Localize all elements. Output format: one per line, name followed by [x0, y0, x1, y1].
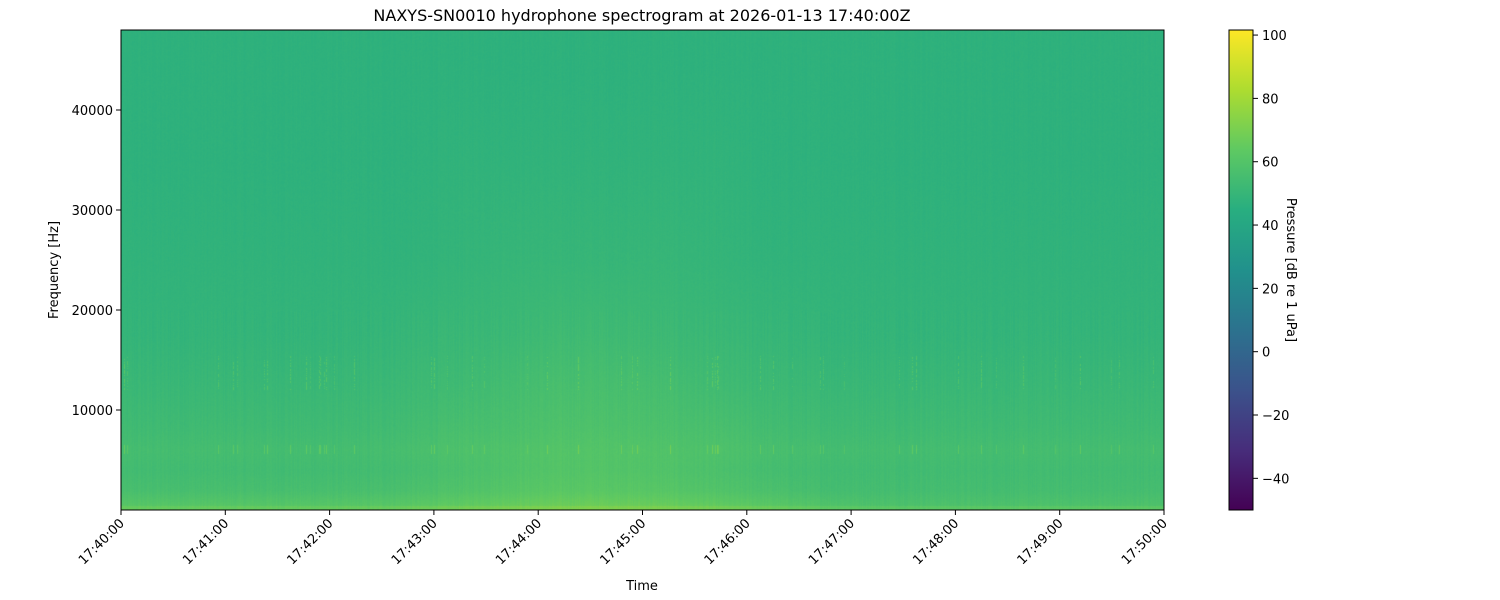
x-tick-label: 17:41:00: [180, 516, 232, 568]
x-tick-label: 17:48:00: [910, 516, 962, 568]
x-axis: 17:40:00 17:41:00 17:42:00 17:43:00 17:44:00…: [76, 510, 1171, 568]
colorbar: [1228, 29, 1254, 511]
x-tick-label: 17:50:00: [1119, 516, 1171, 568]
x-tick-label: 17:49:00: [1015, 516, 1067, 568]
x-axis-label: Time: [625, 579, 658, 594]
colorbar-tick-label: 60: [1262, 156, 1279, 171]
colorbar-tick-label: 100: [1262, 29, 1287, 44]
colorbar-tick-label: −20: [1262, 409, 1289, 424]
x-tick-label: 17:40:00: [76, 516, 128, 568]
x-tick-label: 17:42:00: [285, 516, 337, 568]
y-tick-label: 10000: [72, 404, 113, 419]
x-tick-label: 17:45:00: [597, 516, 649, 568]
colorbar-tick-label: 80: [1262, 92, 1279, 107]
plot-frame: [120, 29, 1165, 511]
y-tick-label: 20000: [72, 304, 113, 319]
colorbar-label: Pressure [dB re 1 uPa]: [1283, 198, 1298, 342]
colorbar-tick-label: 20: [1262, 282, 1279, 297]
spectrogram-heatmap: [121, 30, 1164, 510]
colorbar-tick-label: 40: [1262, 219, 1279, 234]
x-tick-label: 17:44:00: [493, 516, 545, 568]
colorbar-tick-label: −40: [1262, 472, 1289, 487]
colorbar-tick-label: 0: [1262, 346, 1270, 361]
colorbar-axis: −40 −20 0 20 40 60 80 100: [1253, 29, 1289, 487]
y-tick-label: 30000: [72, 204, 113, 219]
y-tick-label: 40000: [72, 104, 113, 119]
y-axis-label: Frequency [Hz]: [47, 221, 62, 319]
y-axis: 10000 20000 30000 40000: [72, 104, 121, 419]
x-tick-label: 17:46:00: [702, 516, 754, 568]
x-tick-label: 17:47:00: [806, 516, 858, 568]
x-tick-label: 17:43:00: [389, 516, 441, 568]
chart-title: NAXYS-SN0010 hydrophone spectrogram at 2…: [373, 6, 910, 25]
